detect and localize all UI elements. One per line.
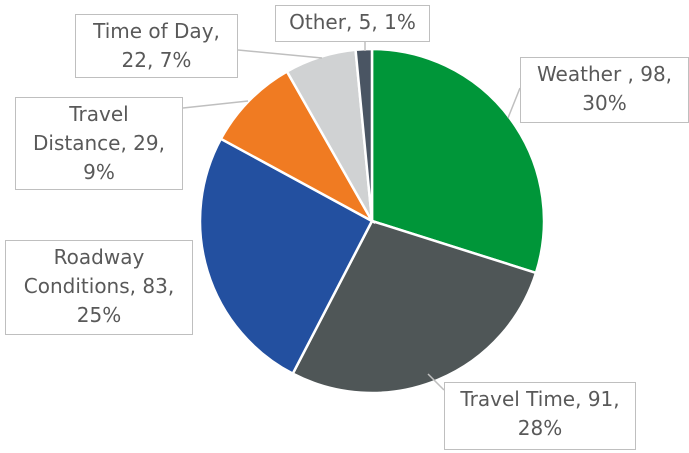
data-label: Travel Time, 91, 28% bbox=[444, 382, 636, 450]
data-label: Other, 5, 1% bbox=[275, 5, 430, 42]
pie-slice bbox=[370, 47, 546, 275]
leader-line bbox=[427, 373, 445, 391]
leader-line bbox=[237, 49, 323, 59]
pie-slice bbox=[291, 219, 538, 395]
data-label: Travel Distance, 29, 9% bbox=[15, 97, 183, 190]
pie-slice bbox=[198, 137, 374, 376]
leader-line bbox=[182, 100, 249, 109]
data-label: Roadway Conditions, 83, 25% bbox=[5, 240, 193, 335]
data-label: Time of Day, 22, 7% bbox=[75, 14, 238, 78]
pie-slice bbox=[219, 69, 376, 225]
pie-slice bbox=[354, 47, 374, 222]
data-label: Weather , 98, 30% bbox=[520, 57, 689, 123]
leader-line bbox=[507, 87, 521, 119]
